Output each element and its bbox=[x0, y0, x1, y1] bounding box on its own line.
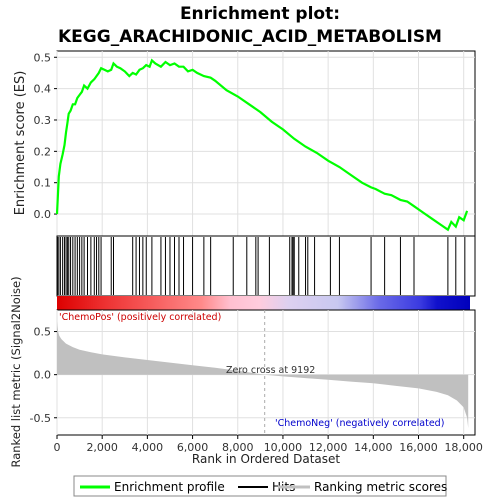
es-y-ticks: 0.0 0.1 0.2 0.3 0.4 0.5 bbox=[34, 51, 57, 221]
zero-cross-label: Zero cross at 9192 bbox=[226, 365, 315, 376]
es-tick-label: 0.4 bbox=[34, 83, 52, 96]
x-ticks: 0 2,000 4,000 6,000 8,000 10,000 12,000 14,000 1… bbox=[54, 435, 483, 454]
es-tick-label: 0.3 bbox=[34, 114, 52, 127]
ranking-metric-area bbox=[57, 321, 469, 429]
x-axis-label: Rank in Ordered Dataset bbox=[192, 452, 340, 466]
x-tick-label: 6,000 bbox=[177, 441, 209, 454]
x-tick-label: 2,000 bbox=[86, 441, 118, 454]
x-tick-label: 4,000 bbox=[132, 441, 164, 454]
es-tick-label: 0.5 bbox=[34, 51, 52, 64]
metric-y-ticks: 0.5 0.0 -0.5 bbox=[30, 326, 57, 425]
es-panel bbox=[56, 50, 476, 237]
es-y-axis-label: Enrichment score (ES) bbox=[13, 71, 28, 216]
metric-tick-label: 0.5 bbox=[34, 326, 52, 339]
x-tick-label: 8,000 bbox=[222, 441, 254, 454]
x-tick-label: 18,000 bbox=[444, 441, 483, 454]
positive-correlation-label: 'ChemoPos' (positively correlated) bbox=[59, 312, 221, 323]
es-tick-label: 0.0 bbox=[34, 208, 52, 221]
legend-metric-label: Ranking metric scores bbox=[314, 480, 447, 494]
rank-color-bar bbox=[57, 296, 470, 310]
x-tick-label: 14,000 bbox=[354, 441, 393, 454]
es-tick-label: 0.2 bbox=[34, 145, 52, 158]
metric-y-axis-label: Ranked list metric (Signal2Noise) bbox=[9, 276, 23, 467]
metric-tick-label: -0.5 bbox=[30, 412, 51, 425]
metric-tick-label: 0.0 bbox=[34, 369, 52, 382]
chart-title-line-2: KEGG_ARACHIDONIC_ACID_METABOLISM bbox=[58, 27, 442, 47]
x-tick-label: 16,000 bbox=[399, 441, 438, 454]
es-gridlines bbox=[56, 51, 475, 236]
enrichment-profile-line bbox=[55, 58, 469, 232]
x-tick-label: 12,000 bbox=[309, 441, 348, 454]
hits-panel bbox=[56, 235, 476, 297]
negative-correlation-label: 'ChemoNeg' (negatively correlated) bbox=[275, 418, 444, 429]
chart-title-line-1: Enrichment plot: bbox=[180, 4, 340, 24]
x-tick-label: 0 bbox=[54, 441, 61, 454]
es-tick-label: 0.1 bbox=[34, 177, 52, 190]
hit-markers bbox=[56, 237, 466, 295]
x-tick-label: 10,000 bbox=[264, 441, 303, 454]
legend-enrichment-label: Enrichment profile bbox=[114, 480, 225, 494]
